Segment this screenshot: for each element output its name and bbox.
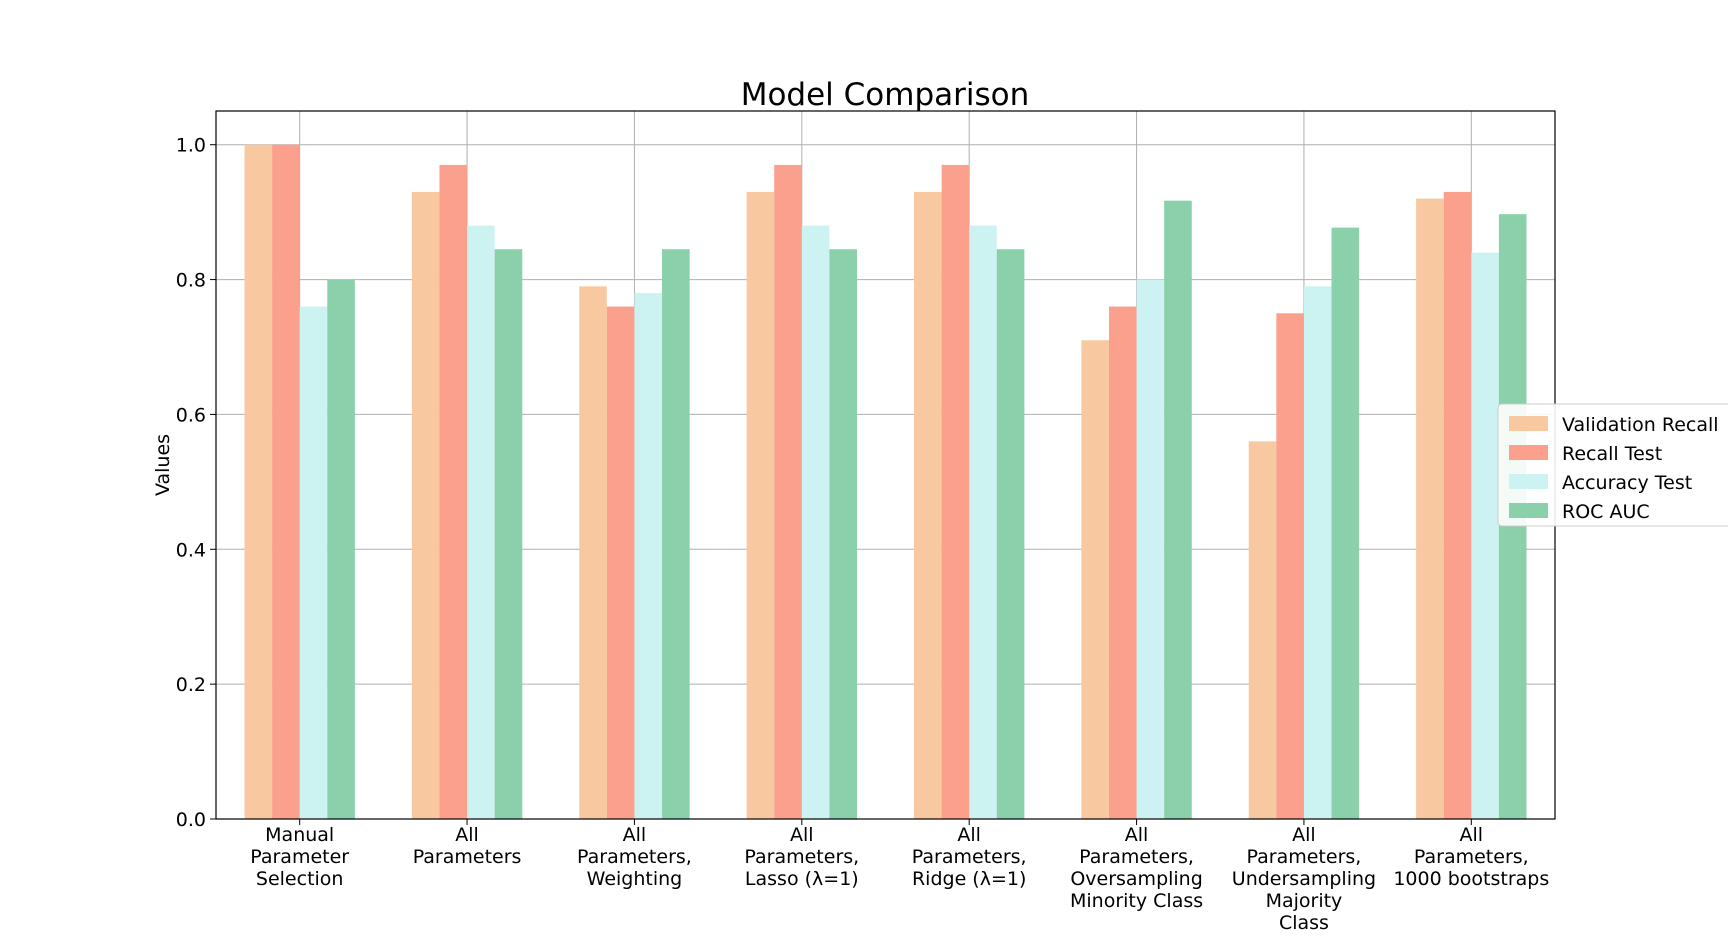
bar-validation-recall <box>1416 198 1444 819</box>
x-tick-label: All Parameters, Weighting <box>577 824 692 890</box>
bar-recall-test <box>774 164 802 819</box>
bar-recall-test <box>272 144 300 819</box>
bar-roc-auc <box>996 249 1025 819</box>
legend-box <box>1497 403 1728 527</box>
bars <box>244 144 1527 820</box>
bar-accuracy-test <box>969 225 997 820</box>
x-tick-label: All Parameters, Ridge (λ=1) <box>912 824 1027 890</box>
bar-validation-recall <box>1248 441 1277 819</box>
bar-accuracy-test <box>1471 252 1499 820</box>
x-tick-label: All Parameters <box>413 824 522 868</box>
x-tick-label-line: All <box>790 824 814 846</box>
legend-swatch <box>1509 445 1548 460</box>
y-axis-label: Values <box>152 434 174 496</box>
y-tick-label: 0.8 <box>176 270 206 292</box>
bar-roc-auc <box>829 249 858 819</box>
legend-swatch <box>1509 474 1548 489</box>
bar-recall-test <box>439 164 468 819</box>
legend-label: ROC AUC <box>1562 501 1650 523</box>
y-tick-label: 0.4 <box>176 539 206 561</box>
bar-validation-recall <box>579 286 607 819</box>
bar-recall-test <box>1108 306 1137 819</box>
x-tick-label-line: Parameters <box>413 846 522 868</box>
x-tick-label-line: Parameters, <box>1079 846 1194 868</box>
x-tick-label-line: All <box>1292 824 1316 846</box>
bar-roc-auc <box>1331 227 1360 819</box>
bar-accuracy-test <box>1136 279 1165 820</box>
x-tick-label: Manual Parameter Selection <box>250 824 349 890</box>
x-tick-label: All Parameters, Lasso (λ=1) <box>744 824 859 890</box>
bar-recall-test <box>1443 191 1472 819</box>
x-tick-label-line: Parameters, <box>1247 846 1362 868</box>
x-tick-label-line: Weighting <box>587 868 683 890</box>
x-tick-label-line: Oversampling <box>1070 868 1202 890</box>
y-tick-label: 0.2 <box>176 674 206 696</box>
bar-validation-recall <box>244 144 273 819</box>
x-tick-label-line: Class <box>1279 912 1329 934</box>
x-tick-label-line: Parameters, <box>577 846 692 868</box>
x-tick-label-line: Parameter <box>250 846 349 868</box>
legend: Validation Recall Recall Test Accuracy Tes… <box>1497 403 1728 527</box>
bar-recall-test <box>606 306 635 819</box>
axis-ticks: 0.0 0.2 0.4 0.6 0.8 1.0 Manual Parameter Selecti… <box>176 135 1549 934</box>
legend-label: Accuracy Test <box>1562 472 1692 494</box>
x-tick-label: All Parameters, Undersampling Majority Class <box>1232 824 1376 934</box>
bar-accuracy-test <box>299 306 328 819</box>
bar-validation-recall <box>411 191 440 819</box>
bar-validation-recall <box>1081 340 1109 819</box>
legend-swatch <box>1509 416 1548 431</box>
x-tick-label-line: All <box>455 824 479 846</box>
chart-title: Model Comparison <box>741 77 1030 113</box>
bar-roc-auc <box>494 249 523 819</box>
bar-roc-auc <box>662 249 690 819</box>
x-tick-label-line: Undersampling <box>1232 868 1376 890</box>
x-tick-label-line: Minority Class <box>1070 890 1203 912</box>
legend-label: Validation Recall <box>1562 414 1719 436</box>
x-tick-label-line: Majority <box>1266 890 1343 912</box>
legend-label: Recall Test <box>1562 443 1662 465</box>
x-tick-label-line: Parameters, <box>1414 846 1529 868</box>
y-tick-label: 1.0 <box>176 135 206 157</box>
x-tick-label-line: Parameters, <box>744 846 859 868</box>
x-tick-label-line: 1000 bootstraps <box>1393 868 1549 890</box>
y-tick-label: 0.0 <box>176 809 206 831</box>
bar-accuracy-test <box>467 225 495 820</box>
bar-roc-auc <box>327 279 355 820</box>
bar-validation-recall <box>913 191 942 819</box>
bar-recall-test <box>1276 313 1304 819</box>
bar-accuracy-test <box>1303 286 1332 819</box>
x-tick-label-line: Lasso (λ=1) <box>745 868 859 890</box>
x-tick-label: All Parameters, Oversampling Minority Class <box>1070 824 1203 912</box>
bar-validation-recall <box>746 191 775 819</box>
x-tick-label: All Parameters, 1000 bootstraps <box>1393 824 1549 890</box>
x-tick-label-line: All <box>957 824 981 846</box>
x-tick-label-line: All <box>623 824 647 846</box>
x-tick-label-line: Ridge (λ=1) <box>912 868 1026 890</box>
y-tick-label: 0.6 <box>176 404 206 426</box>
x-tick-label-line: All <box>1125 824 1149 846</box>
bar-recall-test <box>941 164 970 819</box>
bar-roc-auc <box>1164 200 1192 819</box>
x-tick-label-line: Parameters, <box>912 846 1027 868</box>
bar-accuracy-test <box>801 225 830 820</box>
x-tick-label-line: Selection <box>256 868 344 890</box>
x-tick-label-line: All <box>1460 824 1484 846</box>
bar-accuracy-test <box>634 293 663 819</box>
legend-swatch <box>1509 503 1548 518</box>
x-tick-label-line: Manual <box>265 824 334 846</box>
